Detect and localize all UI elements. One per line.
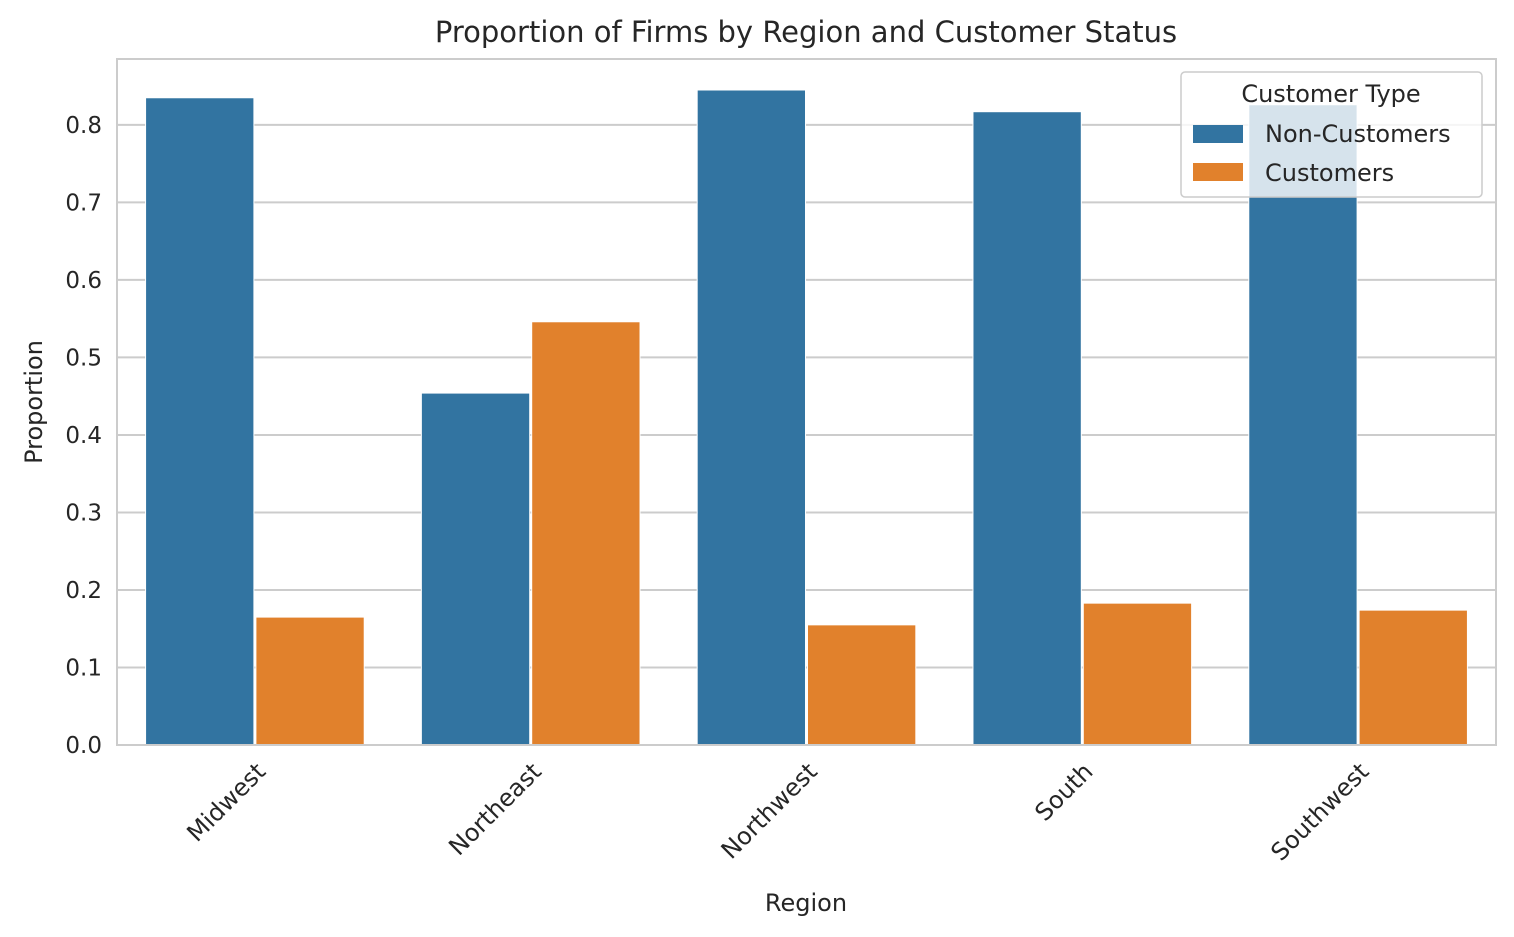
legend-label-customers: Customers	[1265, 159, 1394, 187]
bar-southwest-customers	[1358, 609, 1468, 746]
y-tick-label: 0.5	[65, 345, 102, 371]
x-axis-label: Region	[765, 889, 847, 917]
y-tick-label: 0.4	[65, 423, 102, 449]
y-tick-label: 0.6	[65, 268, 102, 294]
x-tick-label: Northwest	[716, 757, 823, 864]
y-axis-ticks: 0.0 0.1 0.2 0.3 0.4 0.5 0.6 0.7 0.8	[65, 113, 102, 759]
bar-midwest-customers	[255, 616, 365, 746]
bar-northwest-non-customers	[696, 89, 806, 746]
legend-swatch-non-customers	[1193, 125, 1243, 143]
y-tick-label: 0.8	[65, 113, 102, 139]
bars	[145, 89, 1468, 746]
y-tick-label: 0.7	[65, 190, 102, 216]
y-tick-label: 0.3	[65, 500, 102, 526]
y-axis-label: Proportion	[20, 340, 48, 464]
y-tick-label: 0.2	[65, 578, 102, 604]
bar-northeast-non-customers	[420, 392, 531, 746]
y-tick-label: 0.0	[65, 733, 102, 759]
x-tick-label: Midwest	[181, 757, 271, 847]
bar-northeast-customers	[531, 321, 641, 746]
x-tick-label: Northeast	[443, 757, 547, 861]
legend-label-non-customers: Non-Customers	[1265, 120, 1451, 148]
plot-frame	[116, 58, 1497, 746]
chart-title: Proportion of Firms by Region and Custom…	[435, 15, 1177, 49]
x-tick-label: Southwest	[1265, 757, 1374, 866]
bar-south-customers	[1082, 602, 1193, 746]
x-tick-label: South	[1029, 757, 1098, 826]
bar-northwest-customers	[807, 624, 917, 746]
legend-title: Customer Type	[1241, 80, 1420, 108]
legend: Customer Type Non-Customers Customers	[1180, 71, 1483, 198]
x-axis-ticks: Midwest Northeast Northwest South Southwest	[181, 757, 1374, 866]
bar-midwest-non-customers	[145, 97, 255, 746]
bar-southwest-non-customers	[1248, 104, 1358, 746]
y-tick-label: 0.1	[65, 655, 102, 681]
bar-south-non-customers	[972, 111, 1082, 746]
legend-swatch-customers	[1193, 163, 1243, 181]
legend-box	[1180, 71, 1483, 198]
